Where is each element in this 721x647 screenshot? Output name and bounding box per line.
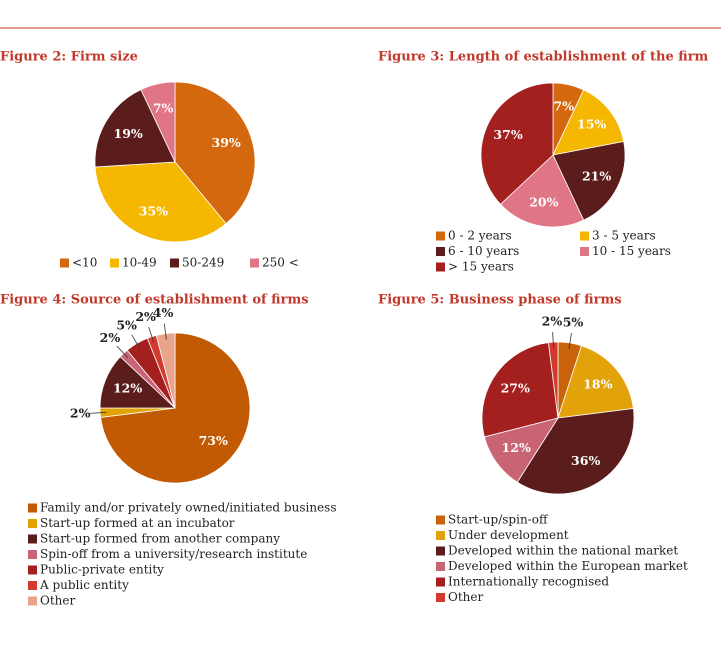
legend-swatch (436, 247, 445, 256)
legend-swatch (60, 258, 69, 268)
pie-slice (516, 408, 635, 495)
value-label: 27% (501, 380, 530, 395)
legend-label: 250 < (262, 256, 299, 270)
legend-label: Start-up formed at an incubator (40, 516, 235, 530)
legend-label: Internationally recognised (448, 575, 609, 589)
legend-label: Spin-off from a university/research inst… (40, 547, 307, 561)
pie-slice (481, 342, 559, 438)
legend-label: A public entity (39, 578, 129, 592)
legend-swatch (436, 562, 445, 571)
legend-label: Developed within the national market (448, 544, 678, 558)
legend-label: Under development (448, 528, 569, 542)
value-label: 5% (563, 315, 584, 330)
leader-line (552, 332, 555, 349)
legend-label: 6 - 10 years (448, 244, 519, 258)
legend-swatch (580, 231, 589, 241)
legend-label: Start-up formed from another company (40, 532, 280, 546)
chart-title: Figure 5: Business phase of firms (378, 293, 622, 308)
value-label: 5% (116, 318, 137, 333)
value-label: 12% (113, 381, 142, 396)
pie-slice (552, 141, 626, 221)
legend-label: <10 (72, 256, 97, 270)
legend-swatch (28, 550, 37, 559)
legend-swatch (580, 247, 589, 256)
legend-label: 0 - 2 years (448, 229, 512, 243)
value-label: 7% (153, 100, 174, 115)
legend-label: Other (40, 594, 75, 608)
value-label: 35% (139, 203, 168, 218)
leader-line (148, 327, 155, 343)
legend-label: 50-249 (182, 256, 224, 270)
legend-label: 10 - 15 years (592, 244, 671, 258)
legend-label: Family and/or privately owned/initiated … (40, 501, 336, 515)
leader-line (90, 411, 107, 414)
value-label: 7% (553, 99, 574, 114)
value-label: 37% (493, 127, 522, 142)
leader-line (116, 345, 129, 358)
value-label: 20% (529, 195, 558, 210)
value-label: 12% (502, 440, 531, 455)
chart-title: Figure 2: Firm size (0, 50, 138, 65)
legend-swatch (110, 258, 119, 268)
legend-swatch (170, 258, 179, 268)
pie-slice (94, 89, 176, 168)
legend-swatch (28, 519, 37, 528)
value-label: 36% (571, 453, 600, 468)
legend-label: Start-up/spin-off (448, 513, 549, 527)
legend-swatch (436, 593, 445, 602)
legend-label: Other (448, 590, 483, 604)
legend-label: 3 - 5 years (592, 229, 656, 243)
chart-title: Figure 4: Source of establishment of fir… (0, 293, 309, 308)
leader-line (163, 323, 167, 340)
legend-swatch (28, 596, 37, 606)
value-label: 4% (153, 305, 174, 320)
legend-swatch (436, 515, 445, 525)
pie-slice (499, 154, 585, 228)
legend-swatch (436, 262, 445, 272)
legend-swatch (436, 531, 445, 540)
value-label: 39% (212, 135, 241, 150)
value-label: 19% (114, 126, 143, 141)
legend-swatch (28, 534, 37, 544)
pie-slice (557, 345, 634, 419)
pie-slice (174, 81, 256, 225)
leader-line (131, 334, 141, 349)
pie-slice (552, 89, 625, 156)
legend-swatch (250, 258, 259, 268)
pie-slice (94, 161, 227, 243)
value-label: 15% (577, 116, 606, 131)
value-label: 2% (542, 314, 563, 329)
legend-swatch (436, 546, 445, 556)
legend-label: Public-private entity (40, 563, 164, 577)
legend-swatch (436, 577, 445, 587)
leader-line (568, 332, 572, 350)
legend-swatch (28, 581, 37, 590)
legend-label: 10-49 (122, 256, 157, 270)
legend-label: Developed within the European market (448, 559, 688, 573)
legend-label: > 15 years (448, 260, 514, 274)
legend-swatch (28, 565, 37, 575)
value-label: 2% (70, 405, 91, 420)
legend-swatch (436, 231, 445, 241)
pie-slice (480, 82, 554, 205)
value-label: 73% (199, 433, 228, 448)
value-label: 21% (582, 169, 611, 184)
pie-slice (140, 81, 176, 163)
legend-swatch (28, 503, 37, 513)
value-label: 18% (583, 377, 612, 392)
value-label: 2% (100, 330, 121, 345)
chart-title: Figure 3: Length of establishment of the… (378, 50, 709, 65)
value-label: 2% (135, 309, 156, 324)
